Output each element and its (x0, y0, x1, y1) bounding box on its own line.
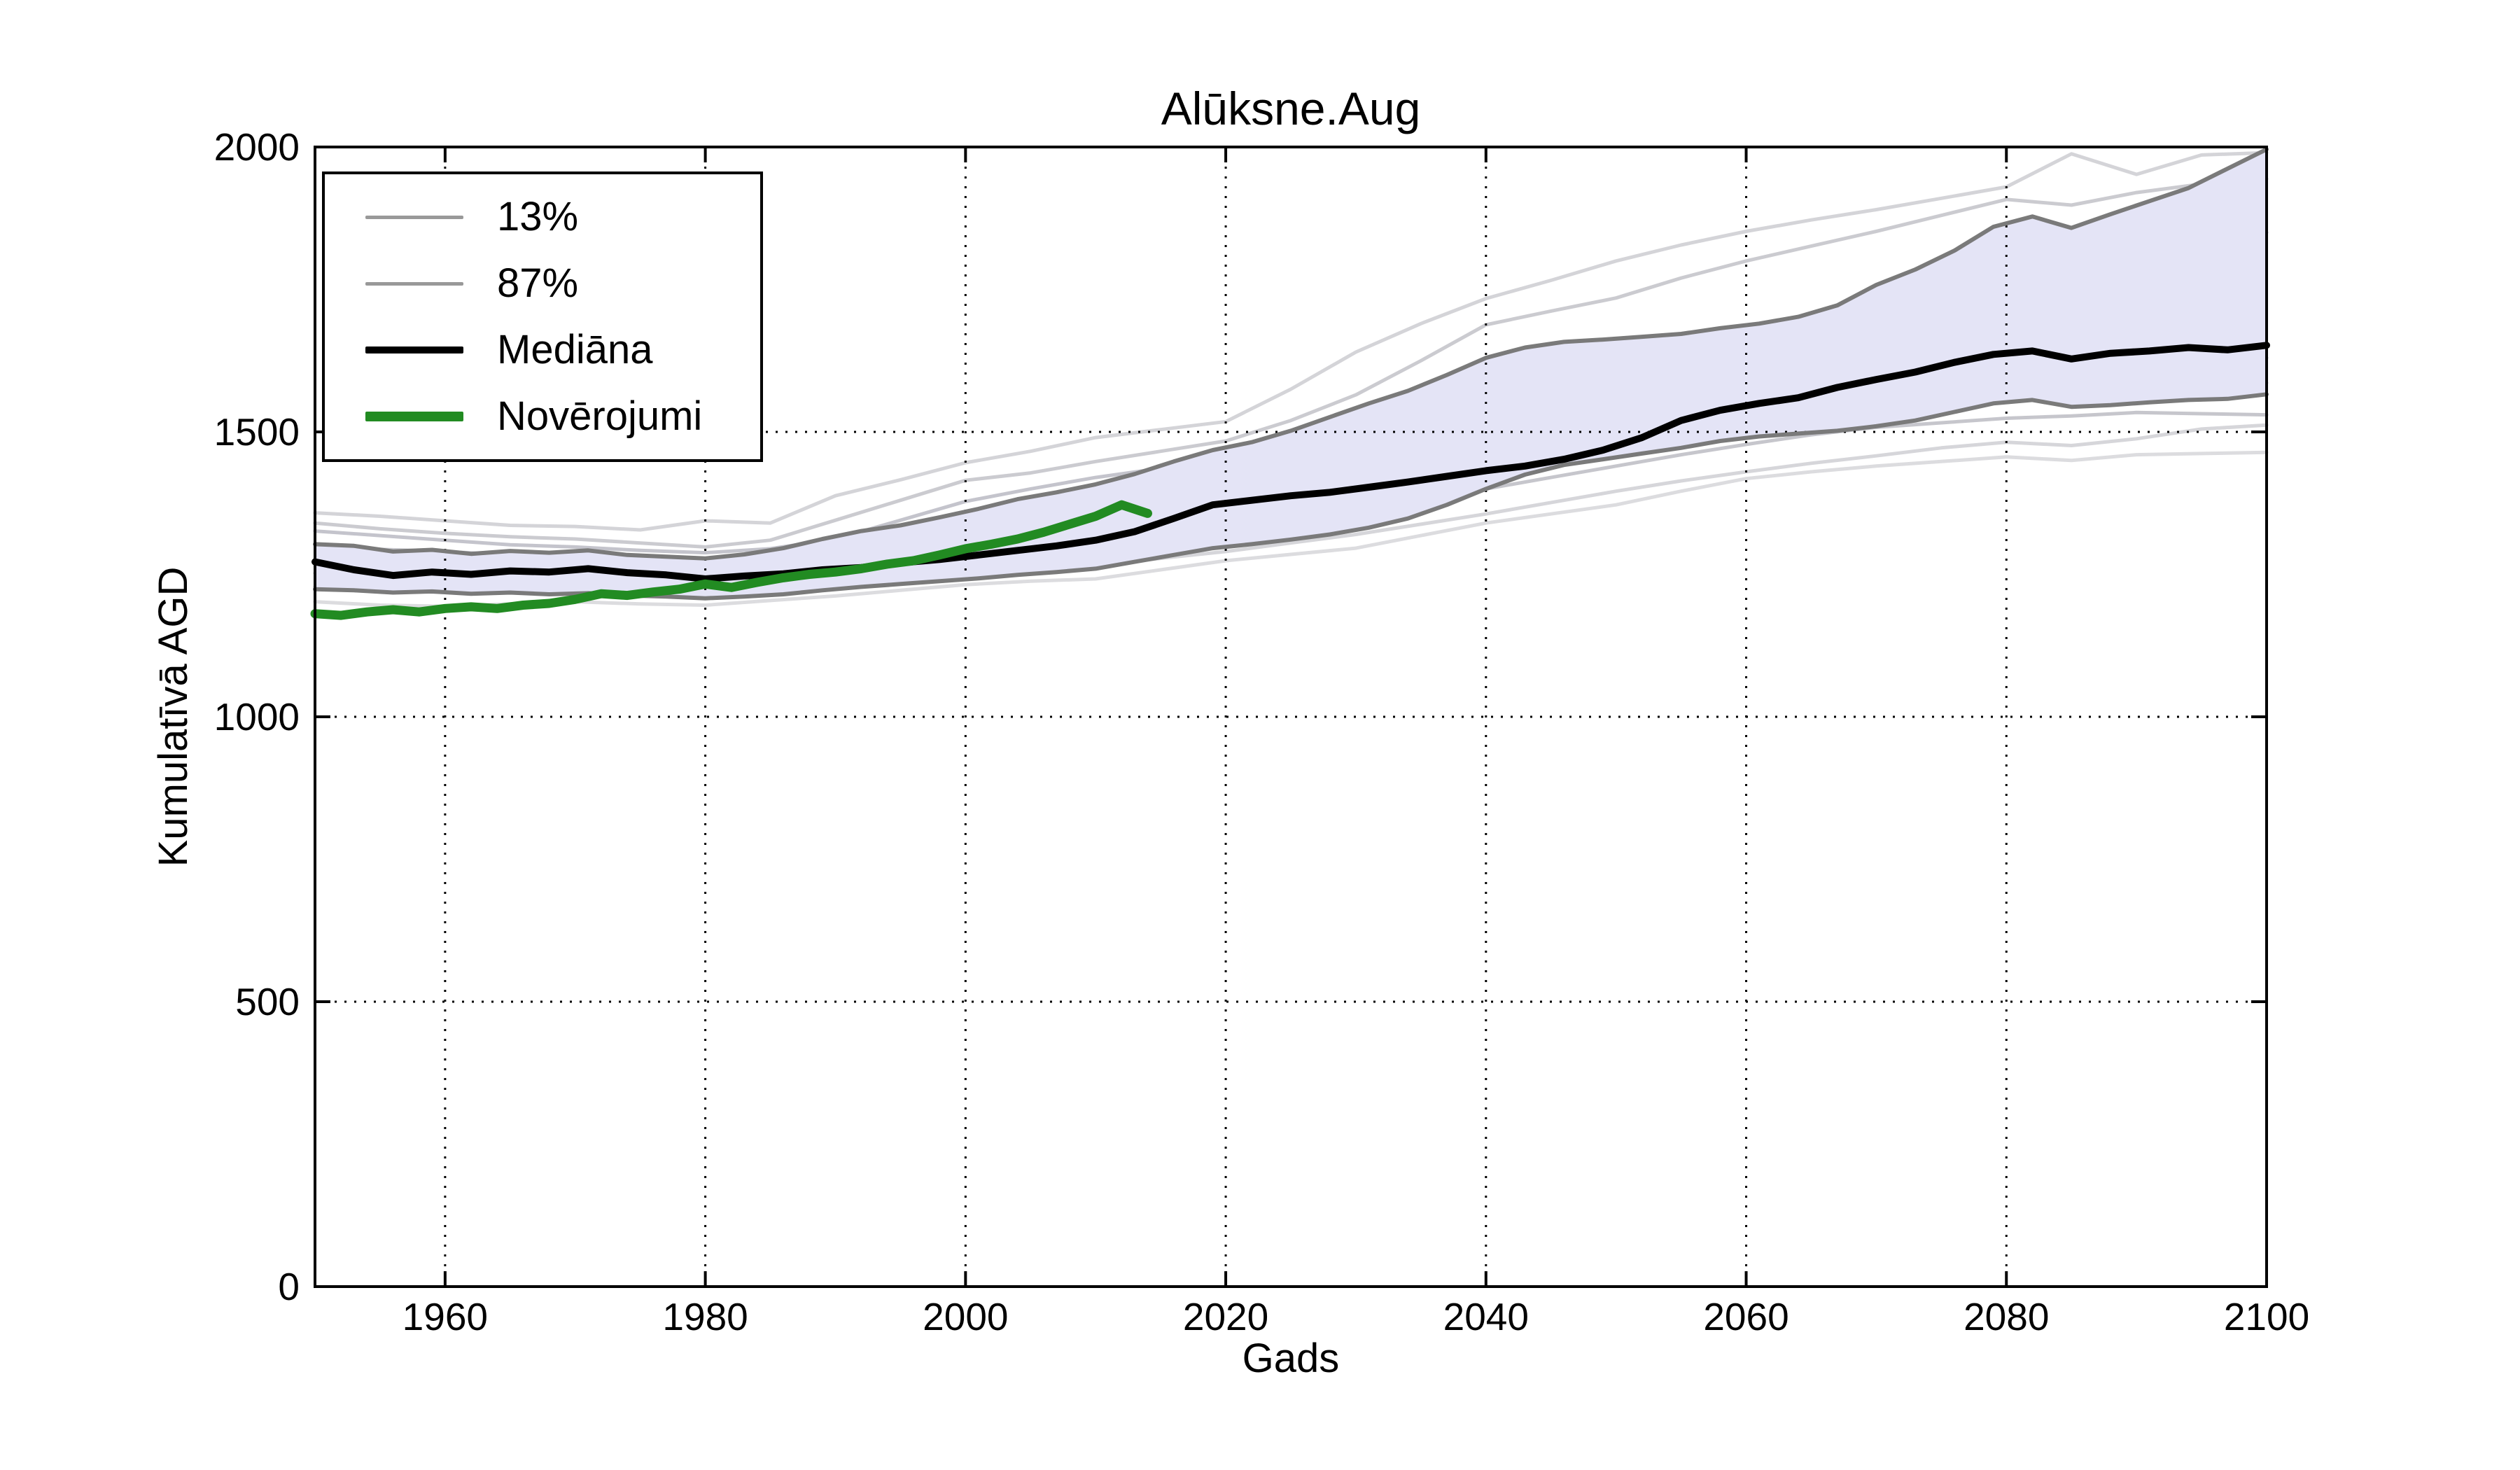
percentile-13-line-sample (365, 215, 463, 219)
ensemble-line-8 (313, 450, 2269, 608)
x-tick-label-2080: 2080 (1963, 1295, 2049, 1338)
percentile-87-line-sample (365, 281, 463, 286)
legend-box: 13% 87% Mediāna Novērojumi (322, 172, 763, 462)
legend-item-87pct: 87% (325, 263, 760, 304)
observations-line (310, 500, 1152, 620)
median-line (312, 342, 2270, 582)
legend-label-mediana: Mediāna (497, 326, 653, 372)
y-axis-label: Kumulatīvā AGD (150, 566, 196, 867)
legend-item-noverojumi: Novērojumi (325, 396, 760, 437)
y-tick-label-2000: 2000 (214, 125, 300, 169)
legend-label-noverojumi: Novērojumi (497, 393, 703, 439)
x-tick-label-1960: 1960 (402, 1295, 488, 1338)
y-tick-label-1500: 1500 (214, 410, 300, 454)
x-tick-label-2020: 2020 (1183, 1295, 1268, 1338)
y-tick-label-0: 0 (278, 1265, 300, 1308)
ensemble-line-1 (313, 150, 2269, 532)
x-tick-label-2060: 2060 (1703, 1295, 1788, 1338)
chart-title: Alūksne.Aug (1161, 83, 1421, 134)
x-tick-label-1980: 1980 (662, 1295, 748, 1338)
x-tick-label-2040: 2040 (1443, 1295, 1529, 1338)
x-tick-label-2100: 2100 (2224, 1295, 2309, 1338)
ensemble-line-2 (313, 177, 2269, 549)
legend-label-87pct: 87% (497, 260, 579, 307)
y-tick-label-500: 500 (235, 980, 300, 1023)
x-tick-label-2000: 2000 (923, 1295, 1008, 1338)
legend-label-13pct: 13% (497, 194, 579, 240)
median-line-sample (365, 346, 463, 354)
percentile-band-fill (315, 149, 2267, 598)
legend-item-mediana: Mediāna (325, 326, 760, 372)
x-axis-label: Gads (1242, 1336, 1340, 1381)
legend-item-13pct: 13% (325, 197, 760, 237)
percentile-87-line (313, 147, 2269, 561)
observations-line-sample (365, 411, 463, 421)
y-tick-label-1000: 1000 (214, 695, 300, 738)
